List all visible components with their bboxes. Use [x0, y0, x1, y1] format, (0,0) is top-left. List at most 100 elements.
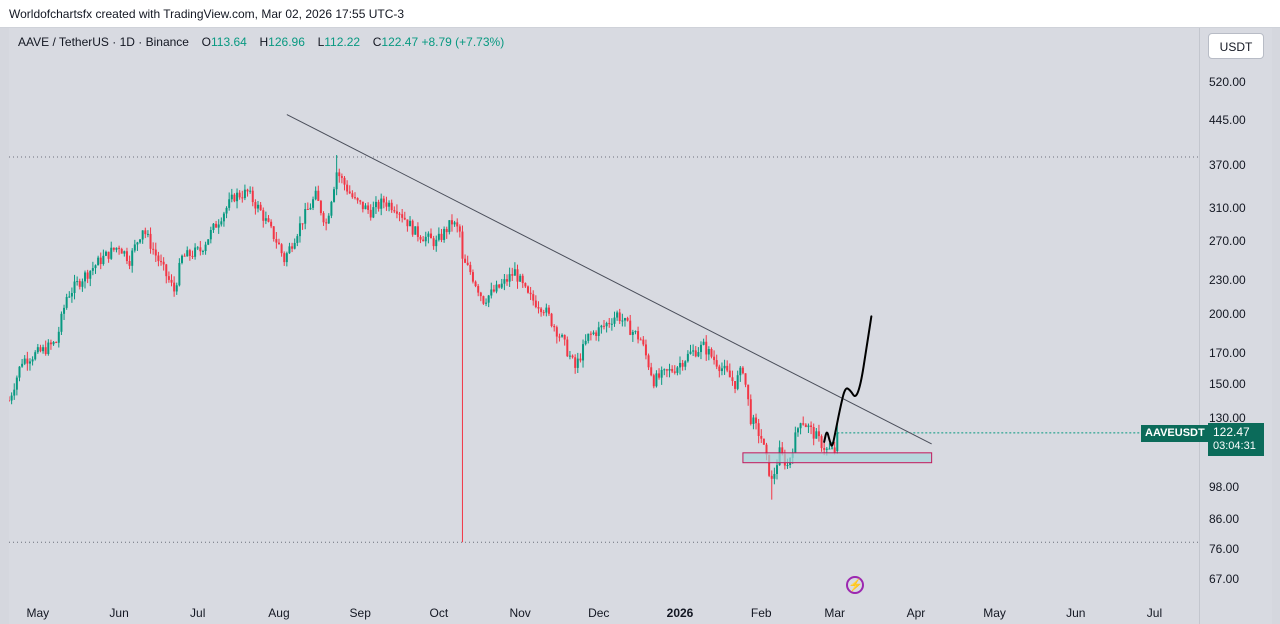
ohlc-legend: AAVE / TetherUS · 1D · Binance O113.64 H…: [18, 35, 504, 49]
support-zone: [742, 452, 933, 464]
candle-body: [34, 352, 37, 360]
candle-body: [605, 323, 608, 327]
x-tick-label: May: [26, 606, 50, 620]
candle-body: [136, 242, 139, 245]
candle-body: [246, 189, 249, 192]
candle-body: [42, 347, 45, 352]
candle-body: [55, 341, 58, 343]
price-chart[interactable]: [9, 28, 1271, 624]
candle-body: [340, 176, 343, 178]
candle-body: [304, 209, 307, 224]
candle-body: [57, 331, 60, 343]
candle-body: [335, 172, 338, 190]
candle-body: [555, 327, 558, 337]
candle-body: [146, 233, 149, 235]
candle-body: [367, 205, 370, 210]
candle-body: [403, 217, 406, 220]
candle-body: [175, 285, 178, 292]
candle-body: [78, 281, 81, 287]
price-scale[interactable]: [1199, 28, 1272, 624]
candle-body: [458, 226, 461, 232]
candle-body: [225, 207, 228, 214]
y-tick-label: 150.00: [1209, 376, 1246, 391]
candle-body: [781, 447, 784, 454]
candle-body: [144, 230, 147, 235]
last-price-badge: 122.47 03:04:31: [1208, 422, 1264, 456]
candle-body: [629, 320, 632, 335]
candle-body: [312, 199, 315, 208]
candle-body: [285, 253, 288, 263]
candle-body: [637, 331, 640, 340]
candle-body: [49, 342, 52, 345]
chart-area[interactable]: AAVE / TetherUS · 1D · Binance O113.64 H…: [9, 28, 1272, 624]
candle-body: [576, 358, 579, 368]
candle-body: [351, 193, 354, 198]
candle-body: [241, 197, 244, 199]
candle-body: [369, 209, 372, 218]
candle-body: [123, 251, 126, 254]
high-label: H: [259, 35, 269, 49]
candle-body: [377, 201, 380, 209]
candle-body: [817, 431, 820, 437]
candle-body: [681, 362, 684, 367]
candle-body: [726, 365, 729, 371]
x-tick-label: Sep: [349, 606, 371, 620]
candle-body: [204, 244, 207, 252]
candle-body: [333, 189, 336, 202]
candle-body: [212, 223, 215, 230]
event-flash-icon[interactable]: ⚡: [846, 576, 864, 594]
candle-body: [183, 255, 186, 257]
y-tick-label: 230.00: [1209, 273, 1246, 287]
candle-body: [741, 367, 744, 374]
candle-body: [466, 262, 469, 265]
candle-body: [9, 400, 10, 402]
candle-body: [810, 425, 813, 427]
candle-body: [506, 279, 509, 282]
candle-body: [154, 249, 157, 256]
candle-body: [762, 438, 765, 445]
candle-body: [398, 213, 401, 215]
candle-body: [317, 190, 320, 201]
candle-body: [673, 371, 676, 373]
candle-body: [663, 369, 666, 371]
candle-body: [595, 332, 598, 336]
candle-body: [626, 318, 629, 321]
candle-body: [642, 339, 645, 345]
candle-body: [686, 353, 689, 362]
candle-body: [529, 292, 532, 295]
y-tick-label: 76.00: [1209, 541, 1240, 556]
candle-body: [453, 222, 456, 225]
y-tick-label: 370.00: [1209, 157, 1246, 172]
candle-body: [39, 347, 42, 352]
candle-body: [545, 307, 548, 313]
candle-body: [395, 211, 398, 214]
candle-body: [500, 283, 503, 288]
candle-body: [786, 465, 789, 467]
candle-body: [99, 257, 102, 265]
candle-body: [178, 262, 181, 286]
candle-body: [414, 226, 417, 235]
candle-body: [815, 431, 818, 439]
credit-text: Worldofchartsfx created with TradingView…: [9, 7, 405, 21]
currency-button[interactable]: USDT: [1208, 33, 1264, 59]
candle-body: [21, 363, 24, 367]
candle-body: [110, 247, 113, 259]
candle-body: [330, 201, 333, 216]
candle-body: [702, 341, 705, 345]
candle-body: [550, 313, 553, 327]
candle-body: [374, 201, 377, 208]
candle-body: [597, 327, 600, 336]
candle-body: [600, 325, 603, 328]
candle-body: [553, 326, 556, 328]
candle-body: [432, 238, 435, 247]
open-value: 113.64: [211, 35, 247, 49]
x-tick-label: Mar: [824, 606, 845, 620]
candle-body: [765, 444, 768, 455]
candle-body: [102, 255, 105, 265]
candle-body: [60, 313, 63, 332]
candle-body: [660, 369, 663, 378]
candle-body: [44, 347, 47, 354]
x-tick-label: 2026: [666, 606, 694, 620]
candle-body: [217, 224, 220, 228]
candle-body: [419, 236, 422, 240]
